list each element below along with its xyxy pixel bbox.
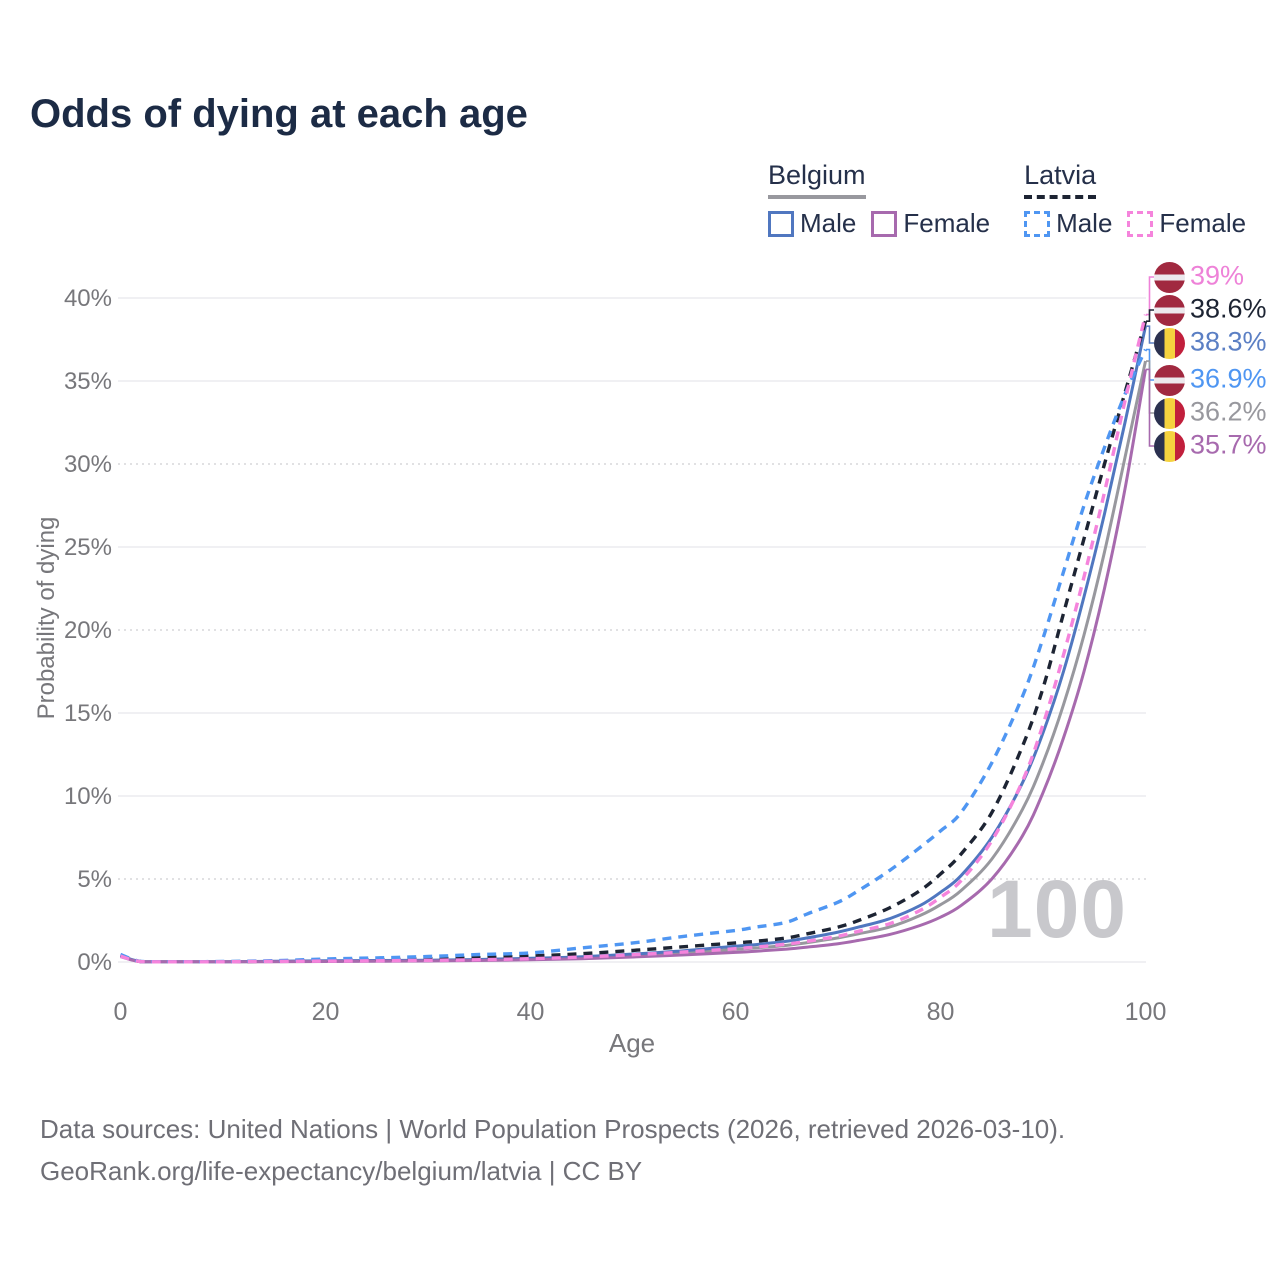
end-label: 39% [1190,260,1245,291]
series-line-latvia-all [119,320,1148,964]
y-tick-label: 0% [77,949,112,976]
leader-line [1146,325,1154,344]
end-label: 36.9% [1190,363,1267,394]
legend-item-label: Male [800,208,857,238]
legend-group-belgium: Belgium Male Female [768,160,990,239]
legend-swatch [1127,210,1154,237]
legend-item-latvia-female[interactable]: Female [1127,208,1246,239]
series-line-latvia-male [119,348,1148,964]
x-tick-label: 20 [312,998,340,1026]
y-tick-label: 15% [64,700,112,727]
chart-plot: 0% 5% 10% 15% 20% 25% 30% 35% 40% 0 20 40 60 80 100 [64,276,1167,1026]
x-tick-label: 60 [722,998,750,1026]
y-tick-label: 10% [64,783,112,810]
footer-attribution-line: GeoRank.org/life-expectancy/belgium/latv… [40,1156,643,1186]
x-tick-label: 100 [1125,998,1167,1026]
y-axis-title: Probability of dying [33,516,60,720]
legend-swatch [768,210,794,237]
legend-item-label: Male [1056,208,1113,238]
legend-item-belgium-female[interactable]: Female [871,208,990,239]
leader-line [1146,368,1154,447]
legend-item-label: Female [903,208,991,238]
x-tick-label: 0 [114,998,128,1026]
legend-country-belgium[interactable]: Belgium [768,160,866,199]
footer-sources-line: Data sources: United Nations | World Pop… [40,1114,1066,1144]
end-label: 35.7% [1190,429,1267,460]
x-axis-title: Age [608,1028,656,1058]
end-label: 36.2% [1190,396,1267,427]
y-tick-label: 25% [64,534,112,561]
legend-item-latvia-male[interactable]: Male [1024,208,1112,239]
latvia-flag-icon [1154,294,1185,326]
footer: Data sources: United Nations | World Pop… [40,1108,1065,1192]
legend-group-latvia: Latvia Male Female [1024,160,1246,239]
x-tick-label: 80 [927,998,955,1026]
legend-item-belgium-male[interactable]: Male [768,208,856,239]
belgium-flag-icon [1154,430,1185,462]
leader-line [1146,309,1154,322]
age-watermark: 100 [987,864,1127,955]
legend-swatch [1024,210,1051,237]
x-tick-label: 40 [517,998,545,1026]
end-label: 38.3% [1190,326,1267,357]
legend-country-latvia[interactable]: Latvia [1024,160,1097,199]
latvia-flag-icon [1154,364,1185,396]
legend: Belgium Male Female Latvia Male Female [768,160,1246,239]
page-title: Odds of dying at each age [30,92,528,136]
legend-item-label: Female [1159,208,1247,238]
latvia-flag-icon [1154,261,1185,293]
belgium-flag-icon [1154,397,1185,429]
y-tick-label: 35% [64,368,112,395]
end-label: 38.6% [1190,293,1267,324]
belgium-flag-icon [1154,327,1185,359]
series-line-latvia-female [120,314,1148,964]
y-tick-label: 20% [64,617,112,644]
legend-swatch [871,210,898,237]
y-tick-label: 5% [77,866,112,893]
y-tick-label: 30% [64,451,112,478]
y-tick-label: 40% [64,285,112,312]
leader-line [1146,276,1154,316]
